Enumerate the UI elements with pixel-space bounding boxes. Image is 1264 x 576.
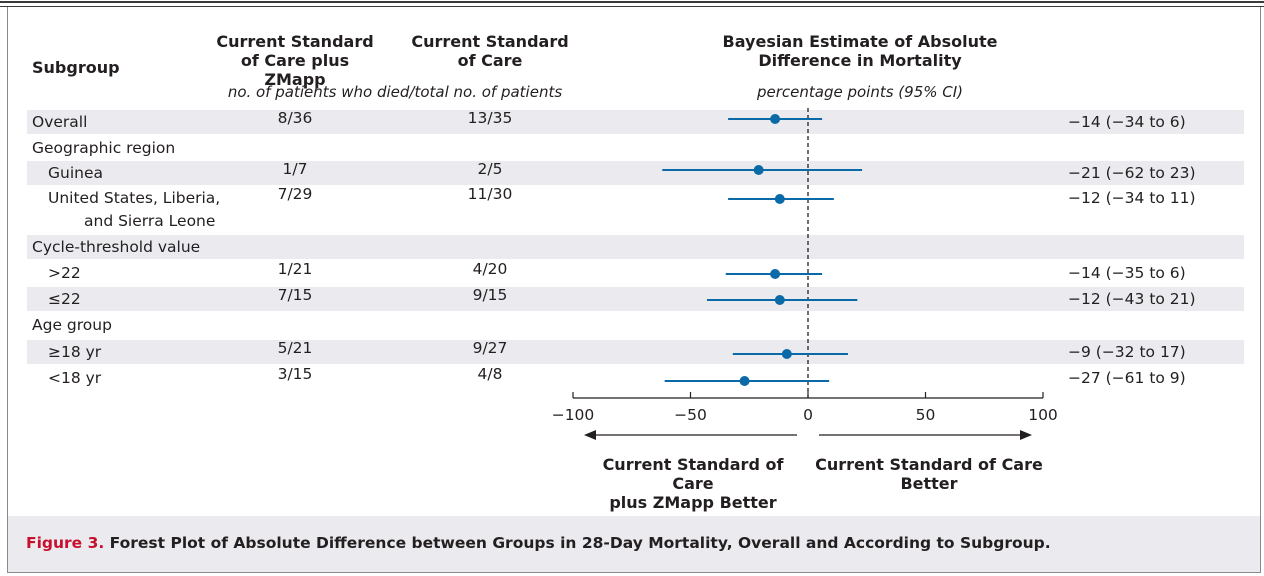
point-estimate-marker: [774, 194, 785, 204]
caption-title: Forest Plot of Absolute Difference betwe…: [104, 534, 1051, 552]
header-zmapp-line2: of Care plus ZMapp: [240, 51, 350, 89]
soc-count: 9/27: [472, 339, 508, 357]
axis-tick-label: 0: [803, 406, 813, 424]
row-band: [27, 161, 1244, 185]
ci-value: −27 (−61 to 9): [1068, 369, 1186, 387]
row-label: >22: [48, 264, 81, 282]
ci-value: −12 (−34 to 11): [1068, 189, 1196, 207]
point-estimate-marker: [781, 349, 792, 359]
zmapp-count: 1/7: [282, 160, 308, 178]
ci-value: −14 (−34 to 6): [1068, 113, 1186, 131]
ci-value: −12 (−43 to 21): [1068, 290, 1196, 308]
axis-tick-label: −50: [674, 406, 707, 424]
soc-count: 9/15: [472, 286, 508, 304]
ci-value: −9 (−32 to 17): [1068, 343, 1186, 361]
right-arrow-head: [1020, 430, 1032, 440]
soc-count: 13/35: [467, 109, 513, 127]
zmapp-count: 1/21: [277, 260, 313, 278]
row-label-continued: and Sierra Leone: [84, 212, 216, 230]
header-soc-line1: Current Standard: [411, 32, 569, 51]
left-arrow-head: [584, 430, 596, 440]
axis-tick-label: 50: [915, 406, 936, 424]
axis-tick-label: −100: [551, 406, 595, 424]
left-direction-label: Current Standard of Care plus ZMapp Bett…: [582, 455, 804, 512]
point-estimate-marker: [753, 165, 764, 175]
left-direction-line1: Current Standard of Care: [602, 455, 784, 493]
top-rule: [0, 1, 1264, 3]
row-label: ≥18 yr: [48, 343, 102, 361]
axis-tick-label: 100: [1028, 406, 1058, 424]
header-estimate-line2: Difference in Mortality: [758, 51, 962, 70]
soc-count: 4/8: [477, 365, 503, 383]
right-direction-line2: Better: [900, 474, 958, 493]
header-estimate: Bayesian Estimate of Absolute Difference…: [720, 32, 1000, 70]
units-subheader: percentage points (95% CI): [756, 83, 964, 101]
zmapp-count: 7/29: [277, 185, 313, 203]
point-estimate-marker: [770, 114, 781, 124]
row-label: <18 yr: [48, 369, 102, 387]
point-estimate-marker: [739, 376, 750, 386]
top-rule-thin: [0, 6, 1264, 7]
caption-figure-number: Figure 3.: [26, 534, 105, 552]
header-zmapp: Current Standard of Care plus ZMapp: [210, 32, 380, 89]
soc-count: 11/30: [467, 185, 513, 203]
patients-subheader: no. of patients who died/total no. of pa…: [227, 83, 563, 101]
header-estimate-line1: Bayesian Estimate of Absolute: [722, 32, 998, 51]
row-band: [27, 110, 1244, 134]
row-label: Guinea: [48, 164, 103, 182]
ci-value: −14 (−35 to 6): [1068, 264, 1186, 282]
row-label: Cycle-threshold value: [32, 238, 201, 256]
row-label: Geographic region: [32, 139, 176, 157]
point-estimate-marker: [774, 295, 785, 305]
left-direction-line2: plus ZMapp Better: [609, 493, 777, 512]
row-band: [27, 235, 1244, 259]
header-zmapp-line1: Current Standard: [216, 32, 374, 51]
ci-value: −21 (−62 to 23): [1068, 164, 1196, 182]
zmapp-count: 7/15: [277, 286, 313, 304]
row-label: United States, Liberia,: [48, 189, 221, 207]
soc-count: 2/5: [477, 160, 503, 178]
header-soc-line2: of Care: [457, 51, 523, 70]
header-soc: Current Standard of Care: [405, 32, 575, 70]
row-band: [27, 287, 1244, 311]
figure-border: [7, 7, 1261, 573]
figure-caption: Figure 3. Forest Plot of Absolute Differ…: [8, 516, 1260, 572]
row-band: [27, 340, 1244, 364]
header-subgroup: Subgroup: [32, 58, 120, 77]
row-label: Age group: [32, 316, 112, 334]
row-label: Overall: [32, 113, 88, 131]
soc-count: 4/20: [472, 260, 508, 278]
zmapp-count: 8/36: [277, 109, 313, 127]
zmapp-count: 3/15: [277, 365, 313, 383]
zmapp-count: 5/21: [277, 339, 313, 357]
right-direction-line1: Current Standard of Care: [815, 455, 1043, 474]
row-label: ≤22: [48, 290, 81, 308]
caption-text: Figure 3. Forest Plot of Absolute Differ…: [26, 534, 1051, 552]
right-direction-label: Current Standard of Care Better: [814, 455, 1044, 493]
point-estimate-marker: [770, 269, 781, 279]
